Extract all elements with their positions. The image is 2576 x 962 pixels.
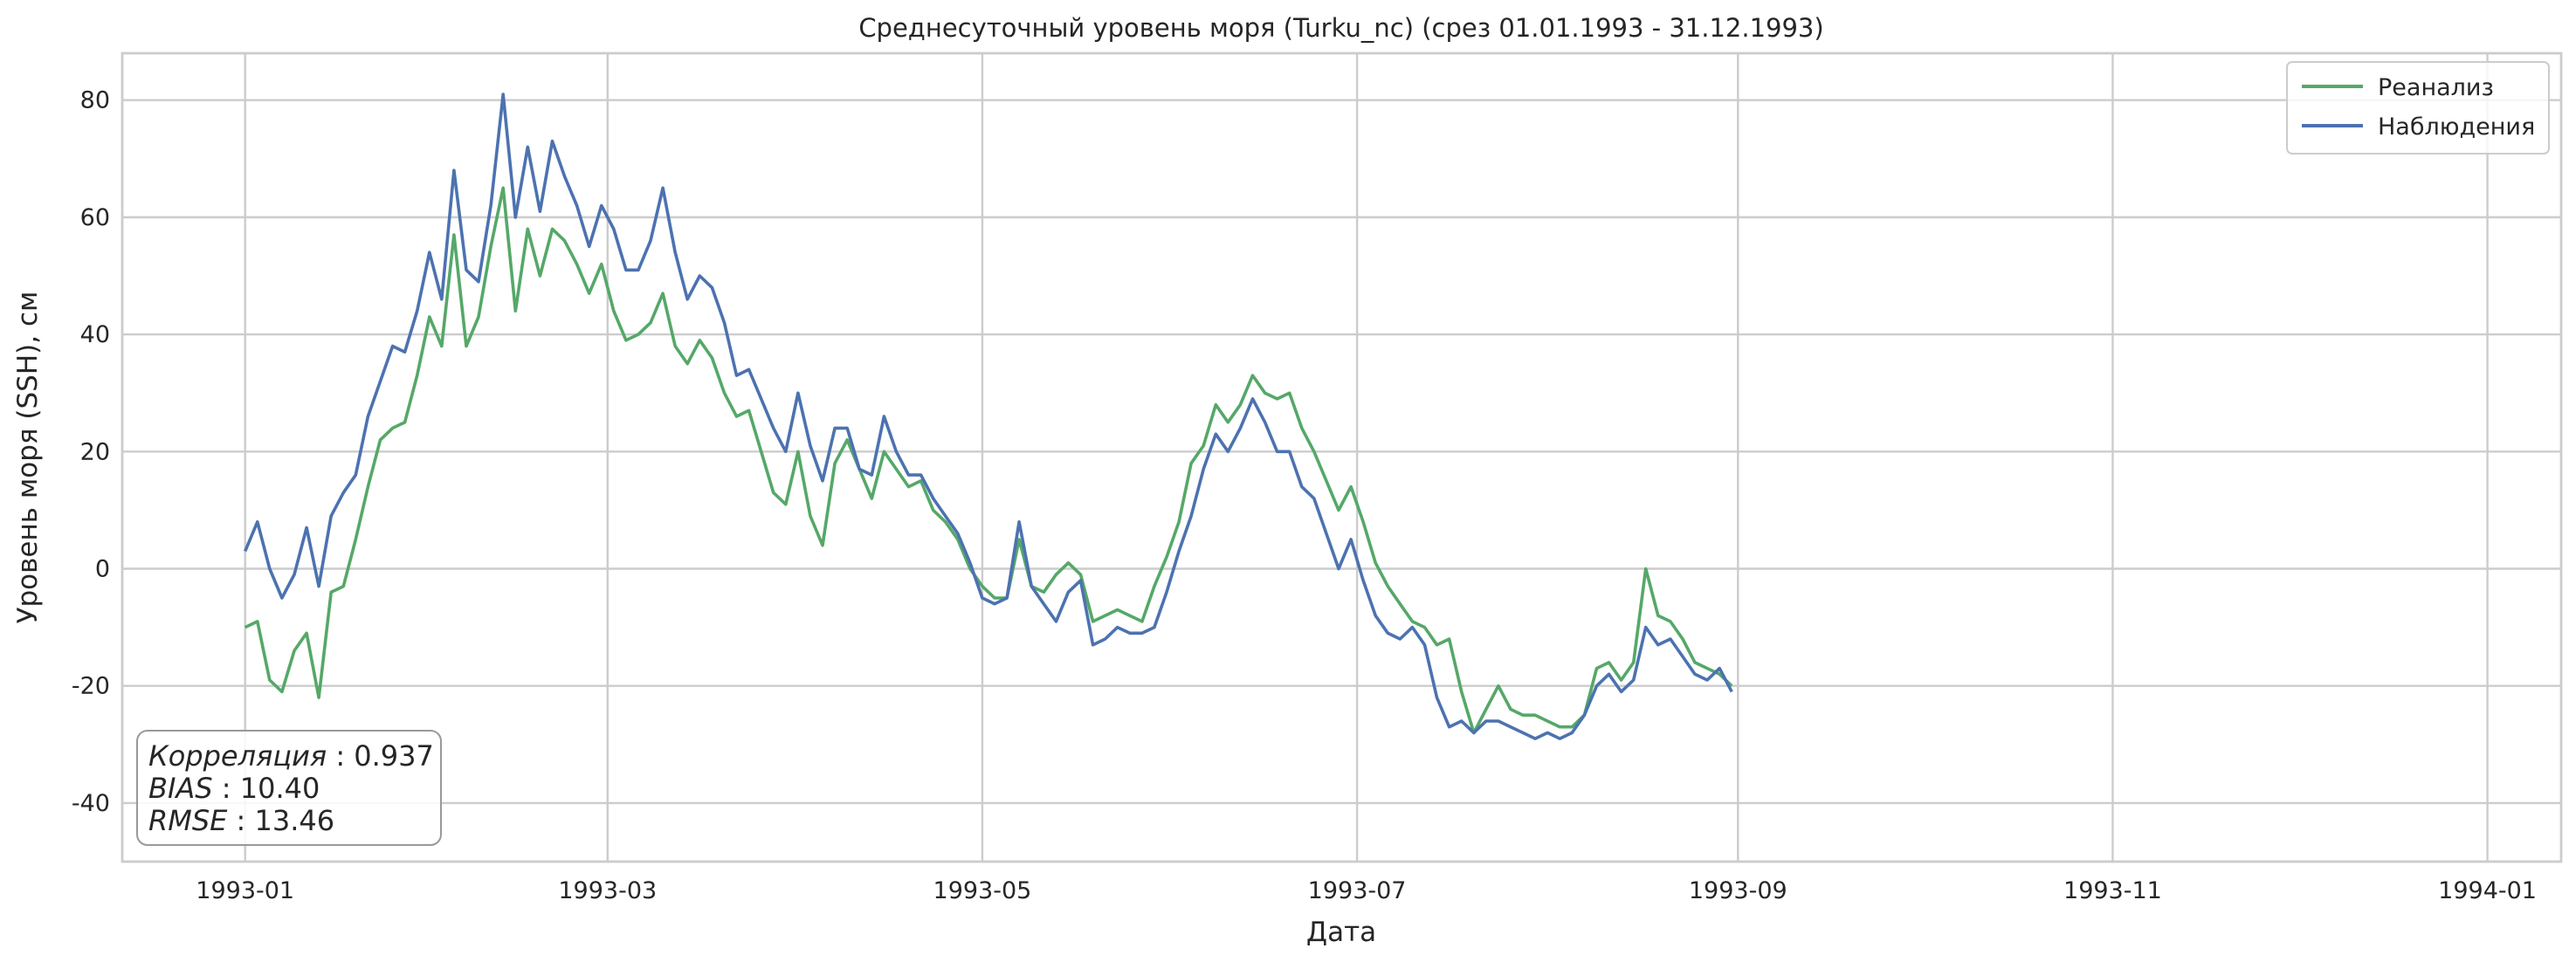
reanalysis-line (244, 186, 1733, 735)
legend-label-observations: Наблюдения (2378, 113, 2535, 141)
x-tick-label: 1994-01 (2438, 877, 2537, 904)
stats-correlation-value: 0.937 (354, 739, 434, 773)
x-tick-label: 1993-03 (558, 877, 657, 904)
stats-bias-label: BIAS (148, 772, 213, 805)
y-axis-label: Уровень моря (SSH), см (12, 292, 44, 624)
observations-line (244, 93, 1733, 740)
plot-frame (121, 52, 2563, 863)
x-tick-label: 1993-01 (196, 877, 294, 904)
y-tick-labels: -40 -20 0 20 40 60 80 (72, 87, 110, 817)
chart-title: Среднесуточный уровень моря (Turku_nc) (… (858, 13, 1823, 43)
legend-label-reanalysis: Реанализ (2378, 74, 2494, 101)
stats-correlation-label: Корреляция (148, 739, 327, 773)
x-axis-label: Дата (1306, 917, 1376, 948)
stats-bias-value: 10.40 (240, 772, 320, 805)
series-lines (244, 93, 1733, 740)
stats-box: Корреляция : 0.937 BIAS : 10.40 RMSE : 1… (136, 730, 442, 846)
stats-rmse-value: 13.46 (255, 804, 335, 837)
y-tick-label: 80 (80, 87, 110, 114)
y-tick-label: 60 (80, 204, 110, 231)
stats-rmse: RMSE : 13.46 (148, 804, 334, 837)
x-tick-label: 1993-05 (933, 877, 1032, 904)
y-tick-label: -40 (72, 790, 110, 817)
y-tick-label: 40 (80, 321, 110, 348)
x-tick-labels: 1993-01 1993-03 1993-05 1993-07 1993-09 1993-… (196, 877, 2537, 904)
stats-bias: BIAS : 10.40 (148, 772, 320, 805)
x-tick-label: 1993-11 (2063, 877, 2162, 904)
legend: Реанализ Наблюдения (2286, 61, 2550, 155)
y-tick-label: 0 (95, 555, 110, 582)
y-tick-label: 20 (80, 438, 110, 465)
stats-correlation: Корреляция : 0.937 (148, 739, 434, 773)
y-tick-label: -20 (72, 673, 110, 700)
stats-rmse-label: RMSE (148, 804, 228, 837)
grid (122, 53, 2561, 862)
stats-box-frame (136, 730, 442, 846)
x-tick-label: 1993-07 (1308, 877, 1407, 904)
x-tick-label: 1993-09 (1689, 877, 1787, 904)
